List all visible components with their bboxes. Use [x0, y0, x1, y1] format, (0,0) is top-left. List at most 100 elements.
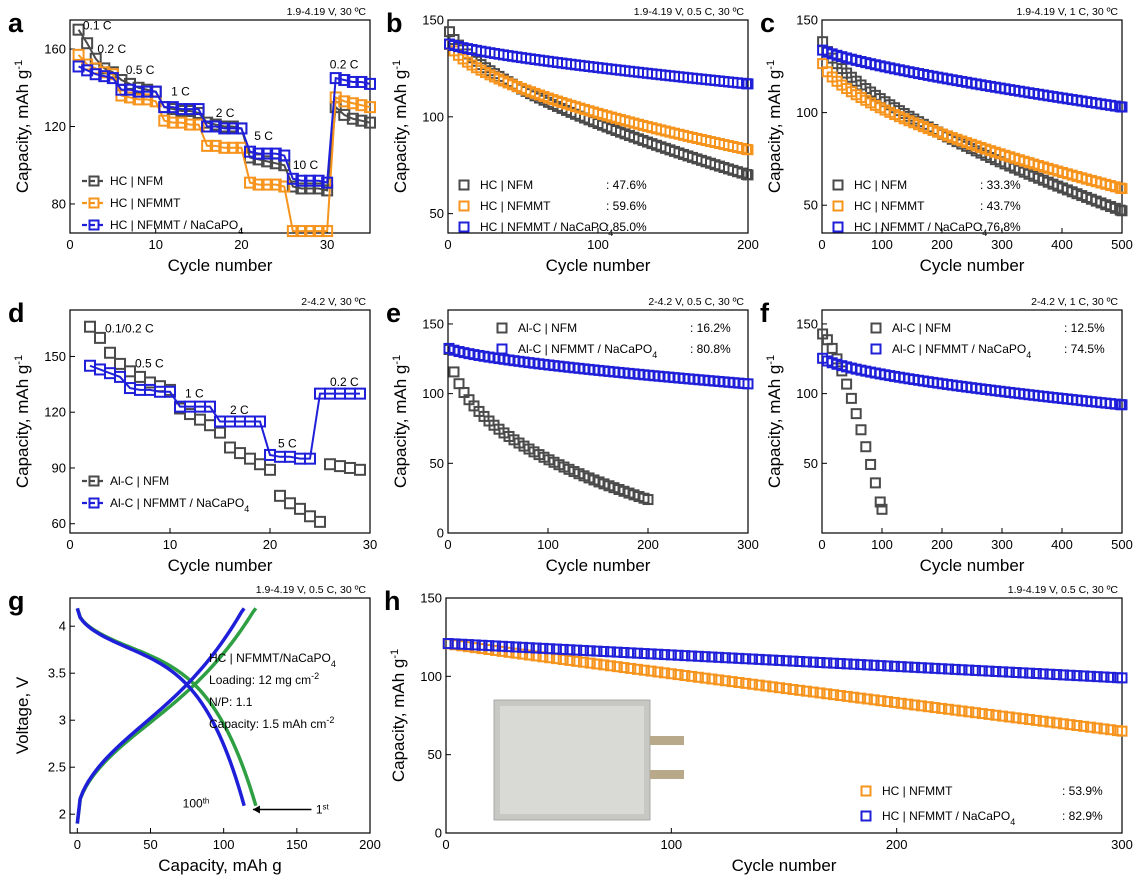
data-point	[286, 172, 299, 185]
data-point	[726, 676, 738, 688]
data-point	[463, 639, 475, 651]
data-point	[537, 642, 549, 654]
data-point	[269, 178, 282, 191]
chart-panel-a: 0 10 20 30 80 120 160 Cycle number Capacity, mAh…	[8, 6, 376, 275]
data-point	[870, 322, 882, 334]
data-point	[821, 657, 833, 669]
data-point	[915, 662, 927, 674]
data-point	[1064, 669, 1076, 681]
data-point	[81, 64, 94, 77]
y-tick-label: 150	[422, 13, 444, 28]
data-point	[1116, 101, 1128, 113]
data-point	[224, 441, 236, 454]
legend-retention: : 59.6%	[606, 199, 647, 213]
x-tick-label: 10	[163, 537, 177, 552]
x-tick-label: 0	[444, 537, 451, 552]
data-point	[773, 654, 785, 666]
data-point	[346, 112, 359, 125]
data-point	[476, 639, 488, 651]
data-point	[88, 197, 100, 209]
data-point	[888, 660, 900, 672]
data-point	[144, 376, 156, 389]
legend-label: HC | NFMMT	[854, 199, 925, 213]
data-point	[598, 659, 610, 671]
data-point	[936, 663, 948, 675]
data-point	[719, 652, 731, 664]
y-tick-label: 50	[430, 456, 444, 471]
data-point	[742, 378, 754, 390]
data-point	[625, 647, 637, 659]
data-point	[855, 692, 867, 704]
legend-retention: : 74.5%	[1064, 342, 1105, 356]
x-tick-label: 0	[442, 837, 449, 852]
data-point	[106, 72, 119, 85]
x-tick-label: 10	[148, 237, 162, 252]
data-point	[1017, 667, 1029, 679]
data-point	[760, 680, 772, 692]
panel-letter: c	[760, 8, 775, 38]
data-point	[665, 649, 677, 661]
chart-panel-b: 0 100 200 50 100 150 Cycle number Capacity, mAh…	[386, 6, 759, 275]
data-point	[604, 660, 616, 672]
y-tick-label: 60	[52, 516, 66, 531]
data-point	[192, 118, 205, 131]
data-point	[523, 642, 535, 654]
data-point	[141, 93, 154, 106]
arrowhead	[252, 805, 260, 814]
data-point	[773, 682, 785, 694]
plot-frame	[447, 309, 749, 534]
chart-panel-d: 0 10 20 30 60 90 120 150 Cycle number Capacity, m…	[8, 296, 377, 575]
data-point	[234, 447, 246, 460]
data-point	[869, 477, 881, 489]
data-point	[1024, 667, 1036, 679]
data-point	[115, 83, 128, 96]
data-point	[618, 647, 630, 659]
chart-panel-g: 0 50 100 150 200 2 2.5 3 3.5 4 Capacity, mAh g Volt…	[8, 584, 381, 875]
legend-label: Al-C | NFM	[110, 474, 169, 488]
data-point	[855, 659, 867, 671]
y-tick-label: 150	[420, 591, 442, 606]
data-point	[469, 639, 481, 651]
data-point	[874, 496, 886, 508]
data-point	[355, 114, 368, 127]
data-point	[329, 91, 342, 104]
data-point	[1030, 714, 1042, 726]
data-point	[571, 655, 583, 667]
data-point	[72, 23, 85, 36]
data-point	[826, 342, 838, 354]
data-point	[175, 103, 188, 116]
y-tick-label: 2	[59, 807, 66, 822]
y-axis-title: Capacity, mAh g-1	[391, 60, 410, 193]
data-point	[458, 179, 470, 191]
data-point	[976, 708, 988, 720]
data-point	[201, 139, 214, 152]
data-point	[510, 641, 522, 653]
data-point	[882, 696, 894, 708]
data-point	[625, 662, 637, 674]
data-point	[832, 200, 844, 212]
data-point	[1044, 716, 1056, 728]
data-point	[868, 694, 880, 706]
data-point	[963, 706, 975, 718]
data-point	[1078, 720, 1090, 732]
data-point	[164, 385, 176, 398]
data-point	[997, 710, 1009, 722]
data-point	[990, 665, 1002, 677]
legend-retention: : 82.9%	[1062, 809, 1103, 823]
legend-label: HC | NFMMT / NaCaPO4	[480, 220, 613, 238]
data-point	[742, 78, 754, 90]
data-point	[104, 346, 116, 359]
legend-retention: : 85.0%	[606, 220, 647, 234]
data-point	[679, 650, 691, 662]
data-point	[1051, 669, 1063, 681]
data-point	[719, 675, 731, 687]
data-point	[530, 642, 542, 654]
x-tick-label: 300	[1111, 837, 1133, 852]
data-point	[970, 664, 982, 676]
data-point	[733, 652, 745, 664]
panel-letter: b	[386, 8, 403, 38]
data-point	[1091, 671, 1103, 683]
x-tick-label: 100	[537, 537, 559, 552]
data-point	[1116, 399, 1128, 411]
data-point	[780, 655, 792, 667]
